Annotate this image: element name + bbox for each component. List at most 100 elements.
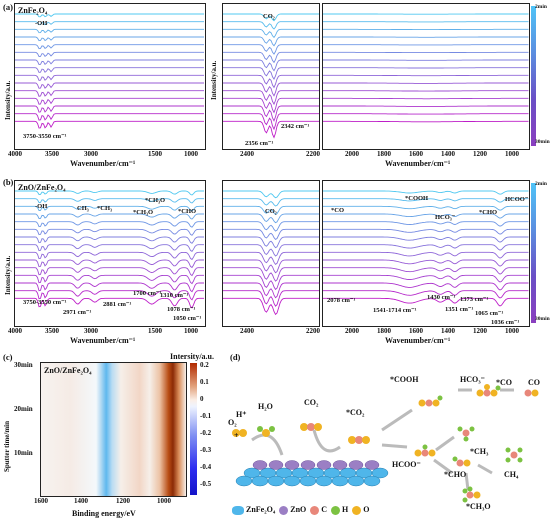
- spectrum-trace: [15, 67, 204, 73]
- spectrum-trace: [223, 236, 319, 249]
- tick: -0.3: [200, 446, 212, 454]
- spectrum-trace: [223, 105, 319, 122]
- spectrum-trace: [15, 97, 204, 105]
- panel-b-co2: CO₂: [265, 208, 277, 215]
- spectrum-trace: [15, 44, 204, 50]
- panel-b-1351: 1351 cm⁻¹: [445, 306, 474, 313]
- reaction-arrows: [251, 388, 514, 491]
- spectrum-trace: [15, 21, 204, 26]
- panel-a-range: 3750-3550 cm⁻¹: [23, 133, 67, 140]
- panel-b-co: *CO: [331, 207, 344, 214]
- spectrum-trace: [223, 67, 319, 81]
- tick: 0.1: [200, 378, 209, 386]
- spectrum-trace: [323, 267, 529, 275]
- molecules: [232, 384, 539, 503]
- panel-letter-a: (a): [3, 2, 13, 12]
- spectrum-trace: [323, 221, 529, 227]
- tick: -0.1: [200, 412, 212, 420]
- tick: 30min: [14, 361, 33, 369]
- panel-b-1050: 1050 cm⁻¹: [173, 315, 202, 322]
- panel-b-2971: 2971 cm⁻¹: [63, 309, 92, 316]
- panel-b-left-spectra: [15, 190, 204, 309]
- spectrum-trace: [223, 297, 319, 316]
- spectrum-trace: [223, 36, 319, 47]
- panel-c-cbar-title: Intersity/a.u.: [170, 352, 214, 361]
- panel-b-ylabel: Intensity/a.u.: [4, 255, 12, 295]
- panel-a-cbar-top: 2min: [535, 4, 547, 10]
- panel-b-ch3: CH₃: [77, 205, 89, 212]
- label-ch4: CH₄: [504, 470, 519, 479]
- legend-o-swatch: [352, 505, 362, 515]
- tick: 10min: [14, 449, 33, 457]
- panel-b-1310: 1310 cm⁻¹: [160, 292, 189, 299]
- panel-b-range: 3750-3550 cm⁻¹: [23, 299, 67, 306]
- legend-o: O: [363, 505, 370, 514]
- tick: 20min: [14, 405, 33, 413]
- tick: 1000: [184, 150, 198, 158]
- panel-b-2881: 2881 cm⁻¹: [103, 301, 132, 308]
- spectrum-trace: [15, 221, 204, 228]
- spectrum-trace: [15, 74, 204, 81]
- tick: 3500: [45, 150, 59, 158]
- spectrum-trace: [323, 259, 529, 267]
- tick: 4000: [8, 150, 22, 158]
- spectrum-trace: [15, 51, 204, 58]
- tick: 1600: [409, 327, 423, 335]
- panel-letter-d: (d): [230, 352, 241, 362]
- legend-h-swatch: [331, 505, 341, 515]
- spectrum-trace: [15, 282, 204, 293]
- tick: 1000: [157, 497, 171, 505]
- label-co: CO: [528, 378, 540, 387]
- panel-b-1541: 1541-1714 cm⁻¹: [373, 307, 417, 314]
- spectrum-trace: [223, 282, 319, 299]
- spectrum-trace: [15, 251, 204, 261]
- label-star-co: *CO: [496, 378, 512, 387]
- spectrum-trace: [15, 190, 204, 196]
- panel-b-ch3o-top: *CH₃O: [145, 197, 166, 204]
- tick: 2200: [306, 150, 320, 158]
- panel-a-mid-spectra: [223, 13, 319, 139]
- spectrum-trace: [15, 36, 204, 42]
- panel-b-cbar-bottom: 30min: [535, 316, 550, 322]
- panel-a-2356: 2356 cm⁻¹: [245, 140, 274, 147]
- spectrum-trace: [15, 297, 204, 309]
- legend-znfe2o4-swatch: [232, 505, 244, 515]
- panel-c-sample: ZnO/ZnFe₂O₄: [44, 366, 92, 375]
- label-h2o: H₂O: [258, 402, 273, 411]
- panel-b-hco3: HCO₃⁻: [435, 214, 456, 221]
- panel-b-xlabel: Wavenumber/cm⁻¹: [70, 336, 136, 345]
- spectrum-trace: [223, 113, 319, 131]
- spectrum-trace: [223, 74, 319, 89]
- spectrum-trace: [15, 90, 204, 97]
- panel-b-right-xlabel: Wavenumber/cm⁻¹: [385, 336, 451, 345]
- tick: 1000: [505, 150, 519, 158]
- panel-b-hcoo: HCOO⁻: [505, 196, 529, 203]
- label-star-ch3: *CH₃: [470, 447, 489, 456]
- panel-b-cooh: *COOH: [405, 195, 429, 202]
- panel-b-2078: 2078 cm⁻¹: [327, 297, 356, 304]
- tick: 2000: [345, 150, 359, 158]
- panel-b-ch3o: *CH₃O: [133, 209, 154, 216]
- label-co2: CO₂: [304, 398, 319, 407]
- spectrum-trace: [223, 290, 319, 307]
- spectrum-trace: [223, 274, 319, 291]
- spectrum-trace: [223, 82, 319, 97]
- panel-a-ylabel: Intensity/a.u.: [4, 80, 12, 120]
- tick: 1000: [184, 327, 198, 335]
- spectrum-trace: [323, 274, 529, 283]
- label-hplus: H⁺: [236, 410, 247, 419]
- panel-b-mid-spectra: [223, 190, 319, 316]
- spectrum-trace: [15, 290, 204, 301]
- tick: 3000: [84, 327, 98, 335]
- panel-a-colorbar: [531, 6, 536, 146]
- tick: 1400: [441, 327, 455, 335]
- panel-b-1065: 1065 cm⁻¹: [475, 310, 504, 317]
- label-plus: +: [234, 431, 239, 440]
- panel-d-legend: ZnFe₂O₄ ZnO C H O: [232, 505, 370, 515]
- spectrum-trace: [323, 236, 529, 243]
- panel-b-colorbar: [531, 183, 536, 323]
- tick: 1200: [473, 150, 487, 158]
- legend-znfe2o4: ZnFe₂O₄: [246, 505, 276, 514]
- panel-a-oh: -OH: [35, 20, 48, 27]
- spectrum-trace: [15, 213, 204, 220]
